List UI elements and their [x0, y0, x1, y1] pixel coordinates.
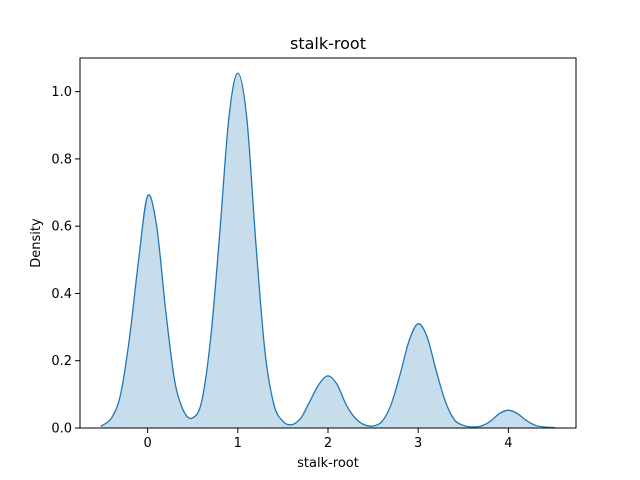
- x-tick-label: 2: [324, 436, 332, 451]
- y-tick-label: 0.0: [51, 422, 72, 437]
- density-line: [100, 72, 556, 429]
- y-tick-label: 0.8: [51, 152, 72, 167]
- x-axis-label: stalk-root: [297, 456, 359, 471]
- x-tick-label: 1: [234, 436, 242, 451]
- chart-title: stalk-root: [290, 34, 366, 53]
- y-tick-label: 0.2: [51, 354, 72, 369]
- x-tick-label: 3: [414, 436, 422, 451]
- x-tick-label: 0: [143, 436, 151, 451]
- y-axis: 0.0 0.2 0.4 0.6 0.8 1.0: [51, 85, 80, 437]
- y-axis-label: Density: [29, 218, 44, 268]
- y-tick-label: 0.4: [51, 287, 72, 302]
- y-tick-label: 0.6: [51, 220, 72, 235]
- y-tick-label: 1.0: [51, 85, 72, 100]
- plot-area: [79, 57, 577, 429]
- density-fill: [100, 73, 556, 428]
- x-tick-label: 4: [504, 436, 512, 451]
- x-axis: 0 1 2 3 4: [143, 428, 513, 451]
